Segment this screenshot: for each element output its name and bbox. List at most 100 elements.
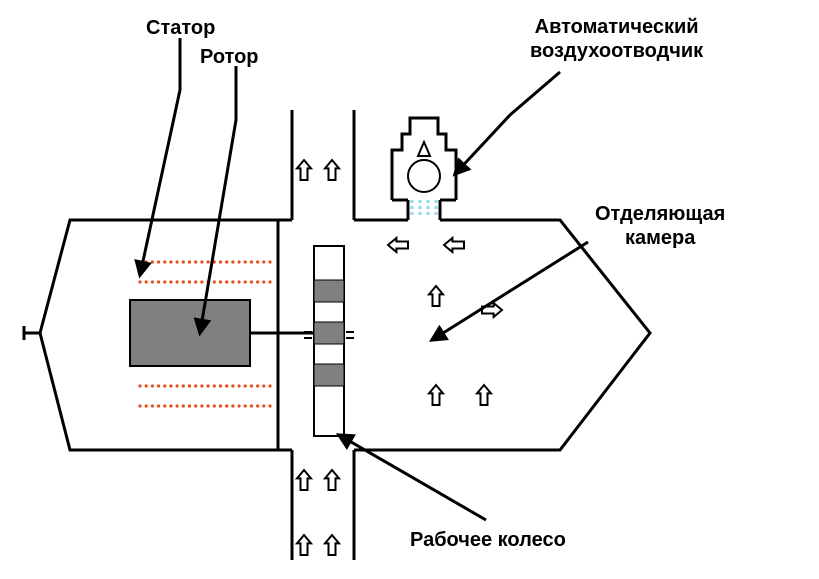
- label-airvent: Автоматический воздухоотводчик: [530, 15, 703, 63]
- stator-coil-dot: [169, 260, 172, 263]
- stator-coil-dot: [188, 384, 191, 387]
- stator-coil-dot: [237, 404, 240, 407]
- stator-coil-dot: [231, 280, 234, 283]
- impeller-blade: [314, 364, 344, 386]
- stator-coil-dot: [250, 260, 253, 263]
- stator-coil-dot: [244, 384, 247, 387]
- air-vent-float: [408, 160, 440, 192]
- stator-coil-dot: [219, 384, 222, 387]
- stator-coil-dot: [145, 280, 148, 283]
- flow-arrow: [297, 535, 311, 555]
- stator-coil-dot: [138, 280, 141, 283]
- stator-coil-dot: [157, 280, 160, 283]
- stator-coil-dot: [213, 280, 216, 283]
- stator-coil-dot: [188, 280, 191, 283]
- label-impeller: Рабочее колесо: [410, 528, 566, 552]
- callout-arrow: [432, 242, 588, 340]
- stator-coil-dot: [151, 404, 154, 407]
- stator-coil-dot: [213, 404, 216, 407]
- stator-coil-dot: [219, 260, 222, 263]
- stator-coil-dot: [182, 260, 185, 263]
- flow-arrow: [388, 238, 408, 252]
- stator-coil-dot: [188, 404, 191, 407]
- stator-coil-dot: [176, 384, 179, 387]
- stator-coil-dot: [169, 280, 172, 283]
- callout-arrow: [140, 38, 180, 275]
- stator-coil-dot: [145, 384, 148, 387]
- stator-coil-dot: [176, 404, 179, 407]
- stator-coil-dot: [200, 384, 203, 387]
- stator-coil-dot: [169, 384, 172, 387]
- stator-coil-dot: [237, 384, 240, 387]
- stator-coil-dot: [176, 280, 179, 283]
- callout-arrow: [339, 435, 486, 520]
- stator-coil-dot: [262, 280, 265, 283]
- stator-coil-dot: [188, 260, 191, 263]
- stator-coil-dot: [163, 280, 166, 283]
- stator-coil-dot: [151, 280, 154, 283]
- stator-coil-dot: [225, 260, 228, 263]
- stator-coil-dot: [213, 384, 216, 387]
- stator-coil-dot: [231, 384, 234, 387]
- impeller-blade: [314, 322, 344, 344]
- stator-coil-dot: [182, 384, 185, 387]
- stator-coil-dot: [163, 260, 166, 263]
- stator-coil-dot: [157, 384, 160, 387]
- stator-coil-dot: [194, 404, 197, 407]
- stator-coil-dot: [219, 280, 222, 283]
- stator-coil-dot: [262, 404, 265, 407]
- flow-arrow: [477, 385, 491, 405]
- stator-coil-dot: [145, 404, 148, 407]
- flow-arrow: [444, 238, 464, 252]
- stator-coil-dot: [231, 404, 234, 407]
- stator-coil-dot: [182, 404, 185, 407]
- impeller-blade: [314, 280, 344, 302]
- stator-coil-dot: [145, 260, 148, 263]
- stator-coil-dot: [151, 384, 154, 387]
- rotor: [130, 300, 250, 366]
- stator-coil-dot: [194, 260, 197, 263]
- stator-coil-dot: [163, 384, 166, 387]
- stator-coil-dot: [176, 260, 179, 263]
- stator-coil-dot: [219, 404, 222, 407]
- stator-coil-dot: [237, 280, 240, 283]
- stator-coil-dot: [268, 260, 271, 263]
- stator-coil-dot: [256, 280, 259, 283]
- stator-coil-dot: [138, 384, 141, 387]
- flow-arrow: [297, 160, 311, 180]
- flow-arrow: [297, 470, 311, 490]
- stator-coil-dot: [225, 280, 228, 283]
- stator-coil-dot: [250, 280, 253, 283]
- stator-coil-dot: [157, 260, 160, 263]
- stator-coil-dot: [206, 384, 209, 387]
- stator-coil-dot: [157, 404, 160, 407]
- stator-coil-dot: [231, 260, 234, 263]
- stator-coil-dot: [206, 404, 209, 407]
- stator-coil-dot: [250, 384, 253, 387]
- stator-coil-dot: [194, 280, 197, 283]
- stator-coil-dot: [182, 280, 185, 283]
- stator-coil-dot: [200, 404, 203, 407]
- stator-coil-dot: [268, 384, 271, 387]
- stator-coil-dot: [244, 404, 247, 407]
- stator-coil-dot: [225, 404, 228, 407]
- diagram-canvas: [0, 0, 819, 579]
- flow-arrow: [325, 160, 339, 180]
- stator-coil-dot: [225, 384, 228, 387]
- stator-coil-dot: [138, 404, 141, 407]
- stator-coil-dot: [163, 404, 166, 407]
- stator-coil-dot: [256, 404, 259, 407]
- label-rotor: Ротор: [200, 45, 259, 69]
- callout-arrow: [455, 72, 560, 174]
- flow-arrow: [429, 385, 443, 405]
- flow-arrow: [325, 470, 339, 490]
- separation-chamber: [354, 220, 650, 450]
- stator-coil-dot: [200, 260, 203, 263]
- stator-coil-dot: [268, 280, 271, 283]
- stator-coil-dot: [262, 260, 265, 263]
- callout-arrow: [200, 66, 236, 333]
- stator-coil-dot: [200, 280, 203, 283]
- stator-coil-dot: [262, 384, 265, 387]
- stator-coil-dot: [151, 260, 154, 263]
- stator-coil-dot: [244, 260, 247, 263]
